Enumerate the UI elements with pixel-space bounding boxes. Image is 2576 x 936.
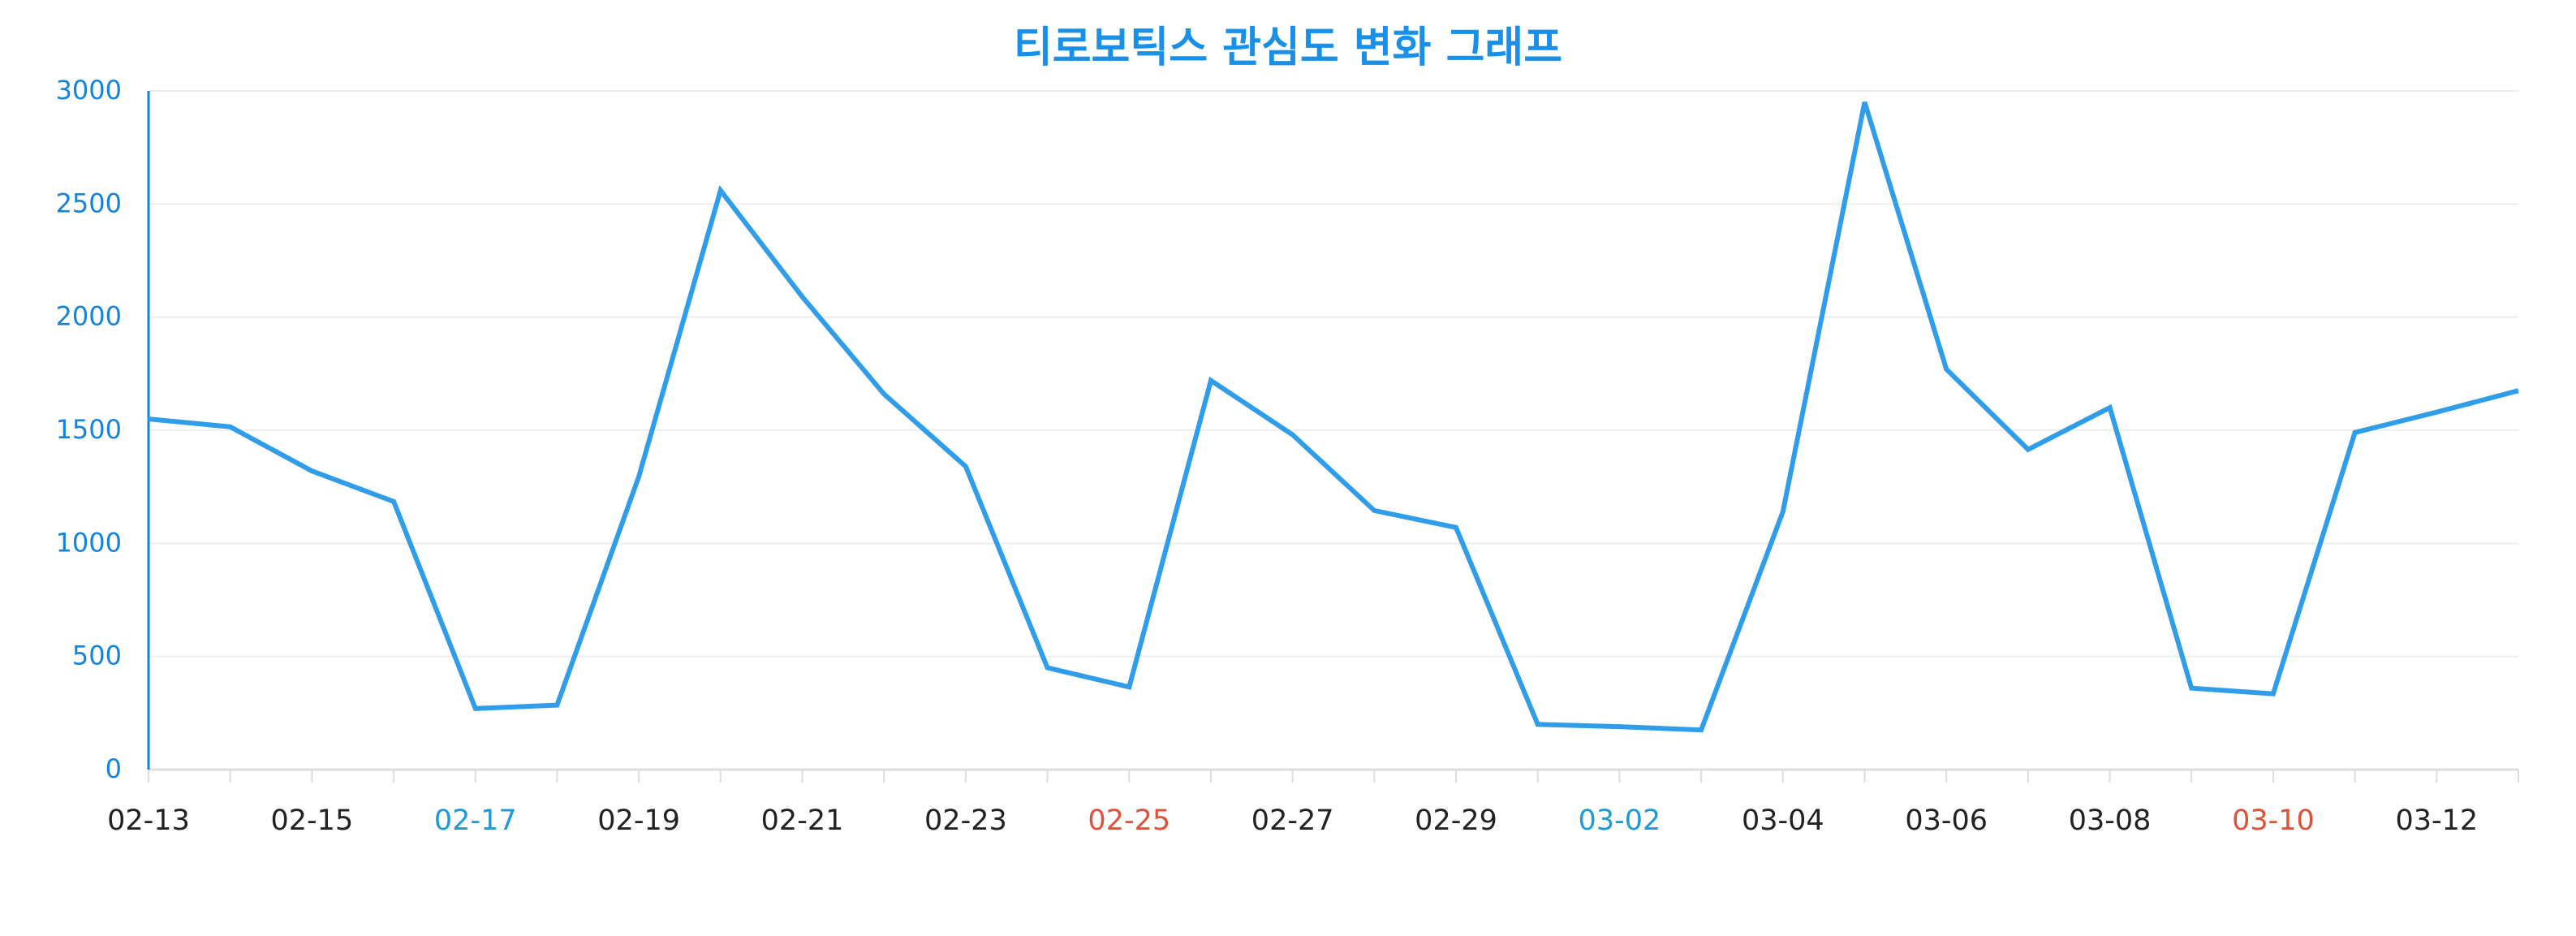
data-point [2189, 686, 2194, 691]
x-tick-label: 03-04 [1742, 804, 1824, 837]
data-point [1126, 684, 1131, 689]
data-point [1454, 525, 1458, 530]
y-tick-label: 1500 [56, 414, 122, 445]
data-point [2516, 388, 2521, 393]
data-point [800, 295, 805, 300]
data-point [1208, 378, 1213, 383]
data-point [1372, 508, 1376, 513]
data-point [2434, 410, 2439, 415]
data-point [1536, 722, 1540, 727]
data-point [2026, 447, 2031, 452]
x-tick-label: 02-19 [597, 804, 680, 837]
x-tick-label: 03-02 [1579, 804, 1661, 837]
x-tick-label: 03-10 [2232, 804, 2315, 837]
x-tick-label: 02-13 [107, 804, 190, 837]
y-tick-label: 3000 [56, 75, 122, 106]
x-tick-labels: 02-13 02-15 02-17 02-19 02-21 02-23 02-25 02-27… [107, 804, 2478, 837]
data-point [636, 474, 641, 479]
data-point [2108, 405, 2113, 410]
data-point [473, 706, 478, 711]
x-tick-label: 02-25 [1088, 804, 1170, 837]
x-tick-label: 03-08 [2069, 804, 2152, 837]
chart-title: 티로보틱스 관심도 변화 그래프 [1014, 24, 1562, 72]
grid [149, 90, 2518, 658]
data-point [146, 416, 151, 421]
data-point [2271, 692, 2276, 697]
x-tick-label: 02-27 [1251, 804, 1334, 837]
data-point [1781, 509, 1786, 514]
x-tick-label: 03-12 [2395, 804, 2478, 837]
data-point [1862, 100, 1867, 105]
data-point [1699, 727, 1704, 732]
y-tick-label: 2500 [56, 188, 122, 218]
data-point [1045, 666, 1050, 671]
x-tick-label: 02-17 [434, 804, 517, 837]
x-tick-label: 02-21 [761, 804, 844, 837]
y-tick-label: 500 [72, 641, 122, 671]
x-tick-label: 03-06 [1905, 804, 1988, 837]
axes [147, 91, 2519, 783]
data-point [2353, 430, 2358, 435]
y-tick-label: 1000 [56, 527, 122, 558]
series-line [148, 101, 2519, 733]
x-tick-label: 02-29 [1415, 804, 1497, 837]
data-point [1617, 724, 1622, 729]
data-point [718, 188, 723, 193]
x-tick-label: 02-15 [271, 804, 354, 837]
data-point [554, 703, 559, 708]
series [146, 100, 2521, 733]
y-tick-label: 2000 [56, 301, 122, 332]
data-point [881, 391, 886, 396]
data-point [1944, 367, 1949, 372]
x-tick-label: 02-23 [924, 804, 1007, 837]
data-point [391, 499, 396, 504]
y-tick-label: 0 [106, 753, 122, 784]
data-point [228, 425, 233, 429]
data-point [309, 468, 314, 473]
data-point [963, 464, 968, 469]
y-tick-labels: 0 500 1000 1500 2000 2500 3000 [56, 75, 122, 784]
data-point [1290, 433, 1295, 438]
